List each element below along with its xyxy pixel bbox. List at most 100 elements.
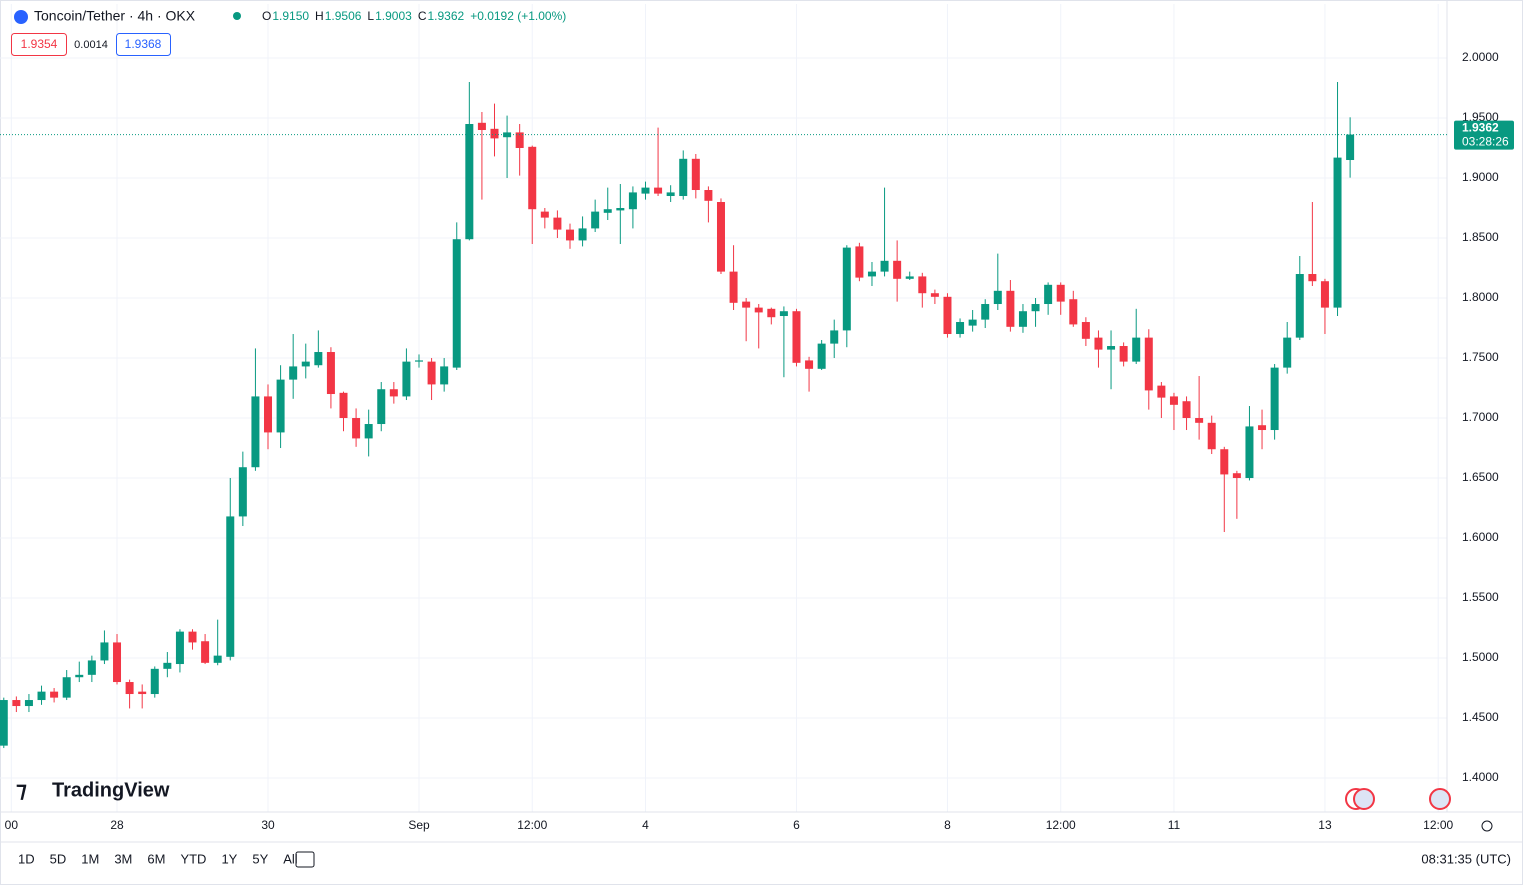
candle-body	[1081, 322, 1090, 339]
candle-body	[1295, 274, 1304, 338]
range-button[interactable]: 1D	[18, 851, 35, 866]
candle-body	[1182, 401, 1191, 419]
candle-body	[918, 276, 927, 294]
candle-body	[339, 392, 348, 419]
candle-body	[867, 271, 876, 277]
candle-body	[125, 682, 134, 695]
x-tick-label: 4	[642, 818, 649, 832]
candle-body	[553, 217, 562, 230]
symbol-title[interactable]: Toncoin/Tether · 4h · OKX	[34, 8, 196, 24]
candle-body	[50, 691, 59, 698]
candle-body	[1157, 385, 1166, 398]
candle-body	[440, 366, 449, 385]
candle-body	[465, 124, 474, 240]
candle-body	[1232, 473, 1241, 479]
range-button[interactable]: All	[283, 851, 298, 866]
ohlc-label: O	[262, 9, 271, 23]
range-button[interactable]: 3M	[114, 851, 132, 866]
candle-body	[490, 128, 499, 139]
candle-body	[905, 276, 914, 279]
candle-body	[163, 662, 172, 669]
candle-body	[175, 631, 184, 665]
candle-body	[138, 691, 147, 695]
candle-body	[100, 642, 109, 661]
y-tick-label: 1.9000	[1462, 170, 1499, 184]
candle-body	[1346, 134, 1355, 161]
candle-body	[968, 319, 977, 326]
candle-body	[87, 660, 96, 675]
candle-body	[1270, 367, 1279, 431]
symbol-icon	[14, 10, 28, 24]
range-button[interactable]: 1Y	[221, 851, 237, 866]
logo-mark: ⁊	[16, 777, 27, 802]
candle-body	[113, 642, 122, 683]
candle-body	[603, 209, 612, 213]
candle-body	[654, 187, 663, 194]
ohlc-label: H	[315, 9, 324, 23]
ask: 1.9368	[125, 37, 162, 51]
watermark: TradingView	[52, 779, 170, 801]
candle-body	[628, 192, 637, 210]
candle-body	[691, 158, 700, 191]
candle-body	[213, 655, 222, 663]
y-tick-label: 1.6000	[1462, 530, 1499, 544]
candle-body	[75, 674, 84, 678]
range-button[interactable]: 1M	[81, 851, 99, 866]
candle-body	[314, 352, 323, 366]
event-icon[interactable]	[1429, 788, 1451, 810]
candle-body	[679, 158, 688, 197]
candle-body	[326, 352, 335, 395]
candle-body	[956, 322, 965, 335]
candle-body	[1044, 284, 1053, 305]
candle-body	[716, 202, 725, 272]
candle-body	[427, 361, 436, 385]
candle-body	[238, 467, 247, 517]
candle-body	[352, 418, 361, 439]
candle-body	[301, 361, 310, 367]
candle-body	[742, 301, 751, 308]
range-button[interactable]: 5D	[50, 851, 67, 866]
last-price: 1.9362	[1462, 121, 1499, 135]
candle-body	[528, 146, 537, 210]
candle-body	[767, 308, 776, 318]
bid-box	[11, 33, 67, 56]
candle-body	[1031, 304, 1040, 312]
y-tick-label: 1.7500	[1462, 350, 1499, 364]
candle-body	[993, 290, 1002, 305]
x-tick-label: Sep	[408, 818, 430, 832]
candle-body	[817, 343, 826, 369]
candle-body	[1056, 284, 1065, 302]
ohlc-value: 1.9506	[325, 9, 362, 23]
candle-body	[0, 700, 8, 746]
candle-body	[754, 307, 763, 313]
candle-body	[264, 396, 273, 433]
candle-body	[704, 190, 713, 201]
candle-body	[402, 361, 411, 397]
range-button[interactable]: 5Y	[252, 851, 268, 866]
candle-body	[930, 293, 939, 297]
candle-body	[943, 296, 952, 335]
candle-body	[24, 700, 33, 707]
clock: 08:31:35 (UTC)	[1421, 851, 1511, 866]
candle-body	[1119, 346, 1128, 362]
date-range-icon[interactable]	[295, 851, 315, 868]
candle-body	[1283, 337, 1292, 368]
range-button[interactable]: YTD	[180, 851, 206, 866]
ohlc-label: L	[367, 9, 374, 23]
candle-body	[1195, 418, 1204, 423]
candle-body	[289, 366, 298, 380]
candle-body	[1207, 422, 1216, 450]
candle-body	[62, 677, 71, 698]
bid: 1.9354	[21, 37, 58, 51]
countdown: 03:28:26	[1462, 135, 1509, 149]
settings-icon[interactable]	[1481, 820, 1493, 832]
x-tick-label: 12:00	[1046, 818, 1076, 832]
range-button[interactable]: 6M	[147, 851, 165, 866]
candle-body	[515, 132, 524, 149]
candle-body	[1320, 281, 1329, 308]
x-tick-label: 12:00	[517, 818, 547, 832]
event-icon[interactable]	[1353, 788, 1375, 810]
candle-body	[188, 631, 197, 643]
